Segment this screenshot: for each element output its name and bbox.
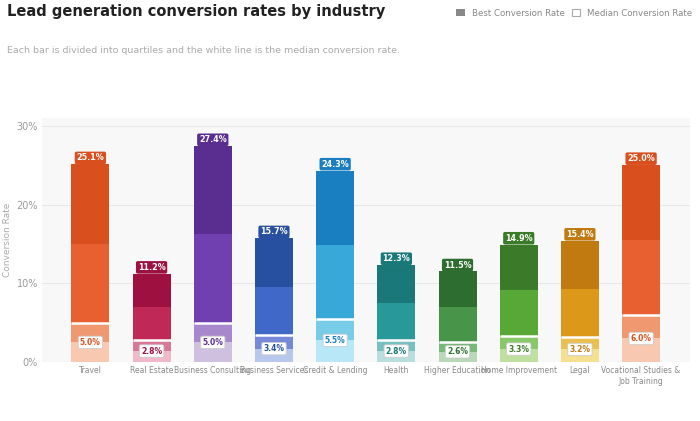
Bar [439,341,477,352]
Bar [255,335,293,349]
Bar [500,245,538,290]
Text: 3.4%: 3.4% [263,344,284,353]
Y-axis label: Conversion Rate: Conversion Rate [4,203,12,277]
Text: Each bar is divided into quartiles and the white line is the median conversion r: Each bar is divided into quartiles and t… [7,46,400,55]
Bar [132,274,171,307]
Bar [500,349,538,362]
Bar [132,351,171,362]
Bar [377,265,415,303]
Text: 2.6%: 2.6% [447,347,468,356]
Bar [316,319,354,341]
Text: 6.0%: 6.0% [631,334,652,343]
Bar [316,341,354,362]
Bar [377,351,415,362]
Bar [500,290,538,336]
Bar [71,243,109,322]
Bar [622,240,660,315]
Bar [194,322,232,342]
Text: 25.1%: 25.1% [76,153,104,163]
Text: 11.2%: 11.2% [138,263,165,272]
Bar [316,245,354,319]
Bar [439,352,477,362]
Text: 2.8%: 2.8% [141,346,162,355]
Legend: Best Conversion Rate, Median Conversion Rate: Best Conversion Rate, Median Conversion … [456,8,692,18]
Bar [622,315,660,338]
Text: 14.9%: 14.9% [505,234,533,243]
Bar [622,338,660,362]
Bar [439,306,477,341]
Bar [255,238,293,287]
Bar [561,337,599,349]
Text: 5.0%: 5.0% [202,338,223,347]
Bar [500,336,538,349]
Text: 15.4%: 15.4% [566,230,594,239]
Text: 27.4%: 27.4% [199,135,227,144]
Bar [194,146,232,234]
Bar [561,289,599,337]
Bar [561,349,599,362]
Text: 15.7%: 15.7% [260,227,288,237]
Bar [71,342,109,362]
Text: Lead generation conversion rates by industry: Lead generation conversion rates by indu… [7,4,385,19]
Text: 25.0%: 25.0% [627,154,655,163]
Text: 11.5%: 11.5% [444,261,471,269]
Bar [622,165,660,240]
Text: 3.3%: 3.3% [508,344,529,354]
Bar [377,303,415,340]
Bar [194,234,232,322]
Text: 3.2%: 3.2% [569,345,590,354]
Bar [71,164,109,243]
Bar [439,272,477,306]
Bar [377,340,415,351]
Text: 5.0%: 5.0% [80,338,101,347]
Text: 24.3%: 24.3% [321,160,349,169]
Text: 2.8%: 2.8% [386,346,407,355]
Bar [132,307,171,340]
Bar [132,340,171,351]
Text: 12.3%: 12.3% [382,254,410,263]
Text: 5.5%: 5.5% [325,336,346,345]
Bar [255,349,293,362]
Bar [194,342,232,362]
Bar [255,287,293,335]
Bar [316,171,354,245]
Bar [561,241,599,289]
Bar [71,322,109,342]
